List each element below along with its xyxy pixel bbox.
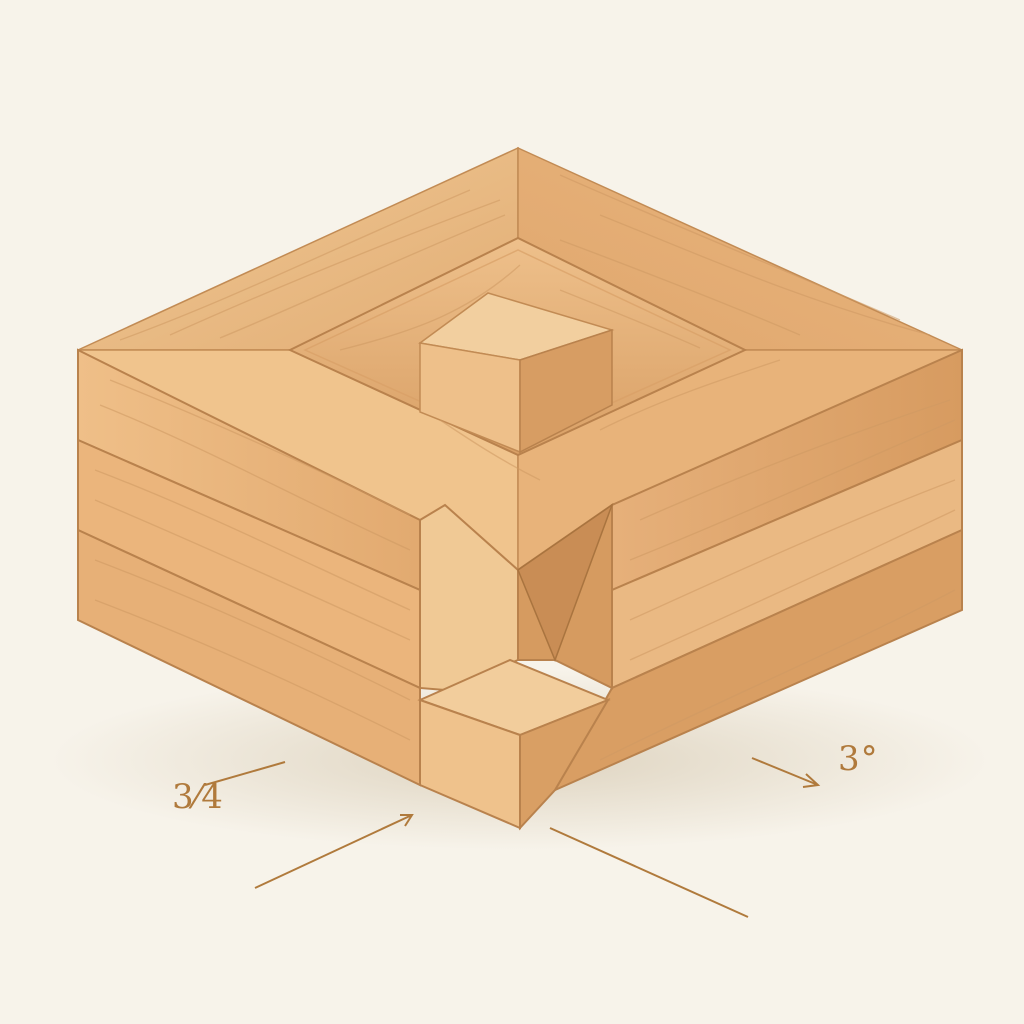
corner-lower-step-side	[519, 697, 611, 831]
dimension-line-left-short	[204, 761, 286, 786]
arrowhead-right	[802, 773, 821, 788]
dimension-lines	[204, 757, 821, 918]
corner-notch	[417, 503, 614, 831]
dimension-line-left-long	[254, 814, 413, 889]
arrowhead-left	[400, 814, 414, 827]
corner-triangle-cut	[517, 503, 614, 663]
dimension-line-right-arrow	[751, 757, 819, 786]
left-side-boards	[77, 348, 421, 787]
dimension-label-right: 3°	[838, 739, 879, 779]
center-cube-right-face	[519, 328, 613, 454]
wood-grain	[94, 174, 956, 761]
right-side-boards	[552, 348, 963, 793]
center-cube	[418, 292, 615, 454]
dimension-line-right-long	[549, 827, 749, 918]
dimension-label-left: 3⁄4	[172, 777, 224, 817]
